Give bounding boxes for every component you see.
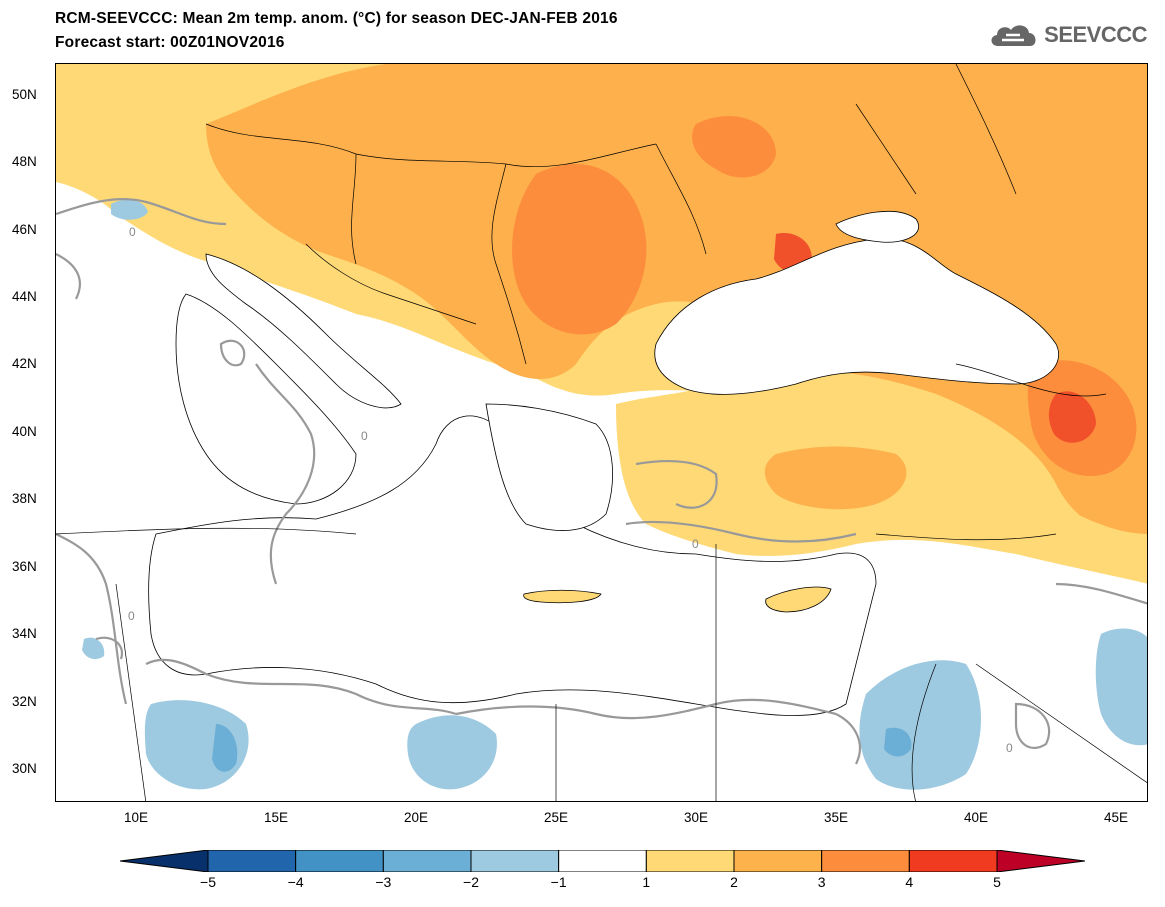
contour-label: 0 [128,609,135,623]
colorbar-extend-low [120,850,209,872]
lat-label: 30N [12,761,37,776]
anomaly-cool-arabia-b [884,727,912,757]
colorbar [120,850,1085,872]
lon-label: 25E [544,810,569,825]
sea-of-azov [835,211,919,243]
colorbar-segment [470,850,560,872]
anomaly-cool-arabia-a [859,660,981,790]
lon-label: 35E [824,810,849,825]
colorbar-segment [821,850,910,872]
lon-label: 20E [404,810,429,825]
logo-text: SEEVCCC [1044,22,1147,47]
colorbar-segment [382,850,472,872]
lat-label: 48N [12,154,37,169]
contour-label: 0 [361,429,368,443]
lat-label: 38N [12,491,37,506]
map-title: RCM-SEEVCCC: Mean 2m temp. anom. (°C) fo… [55,10,618,27]
cyprus [765,586,832,613]
colorbar-tick-label: 4 [905,874,914,890]
cloud-icon [991,25,1036,46]
lat-label: 44N [12,289,37,304]
forecast-start: Forecast start: 00Z01NOV2016 [55,34,285,51]
colorbar-segment [908,850,998,872]
colorbar-tick-label: −1 [550,874,567,890]
lon-label: 30E [684,810,709,825]
lon-label: 10E [124,810,149,825]
contour-label: 0 [1006,741,1013,755]
lon-label: 45E [1104,810,1129,825]
anomaly-4to5-region [1048,391,1096,443]
lat-label: 32N [12,694,37,709]
zero-contours [56,198,1147,765]
anomaly-3to4-region-a [512,164,647,335]
colorbar-segment [645,850,735,872]
lat-label: 36N [12,559,37,574]
anomaly-3to4-region-b [692,115,776,178]
anomaly-cool-libya-b [212,724,238,772]
lat-label: 42N [12,356,37,371]
lat-label: 46N [12,222,37,237]
anomaly-cool-tunisia [82,637,105,660]
seevccc-logo: SEEVCCC [988,20,1147,50]
black-sea [654,238,1059,395]
colorbar-segment [558,850,647,872]
colorbar-tick-label: 3 [817,874,826,890]
anomaly-turkey-2to3 [764,446,907,510]
anomaly-2to3-region [206,64,1147,534]
lat-label: 34N [12,626,37,641]
aegean-sea [485,403,613,531]
temperature-anomaly-map: 0 0 0 0 0 [56,64,1147,801]
anomaly-cool-alps [111,199,148,220]
colorbar-segment [733,850,823,872]
colorbar-tick-label: −4 [287,874,304,890]
mediterranean-sea [148,415,877,716]
colorbar-extend-high [996,850,1085,872]
colorbar-segment [295,850,384,872]
colorbar-tick-label: −2 [463,874,479,890]
colorbar-tick-label: 2 [730,874,738,890]
crete [523,589,602,604]
lat-label: 40N [12,424,37,439]
colorbar-tick-label: 1 [642,874,651,890]
colorbar-segment [207,850,297,872]
colorbar-tick-label: 5 [993,874,1001,890]
anomaly-cool-egypt [407,715,497,790]
contour-label: 0 [129,225,136,239]
anomaly-cool-iraq [1095,628,1147,746]
lon-label: 40E [964,810,989,825]
map-panel: 0 0 0 0 0 [55,63,1148,802]
colorbar-tick-label: −5 [200,874,216,890]
contour-label: 0 [692,537,699,551]
borders [56,64,1147,801]
lon-label: 15E [264,810,289,825]
adriatic-sea [205,253,402,409]
colorbar-tick-label: −3 [375,874,392,890]
tyrrhenian-sea [175,293,357,505]
lat-label: 50N [12,87,37,102]
